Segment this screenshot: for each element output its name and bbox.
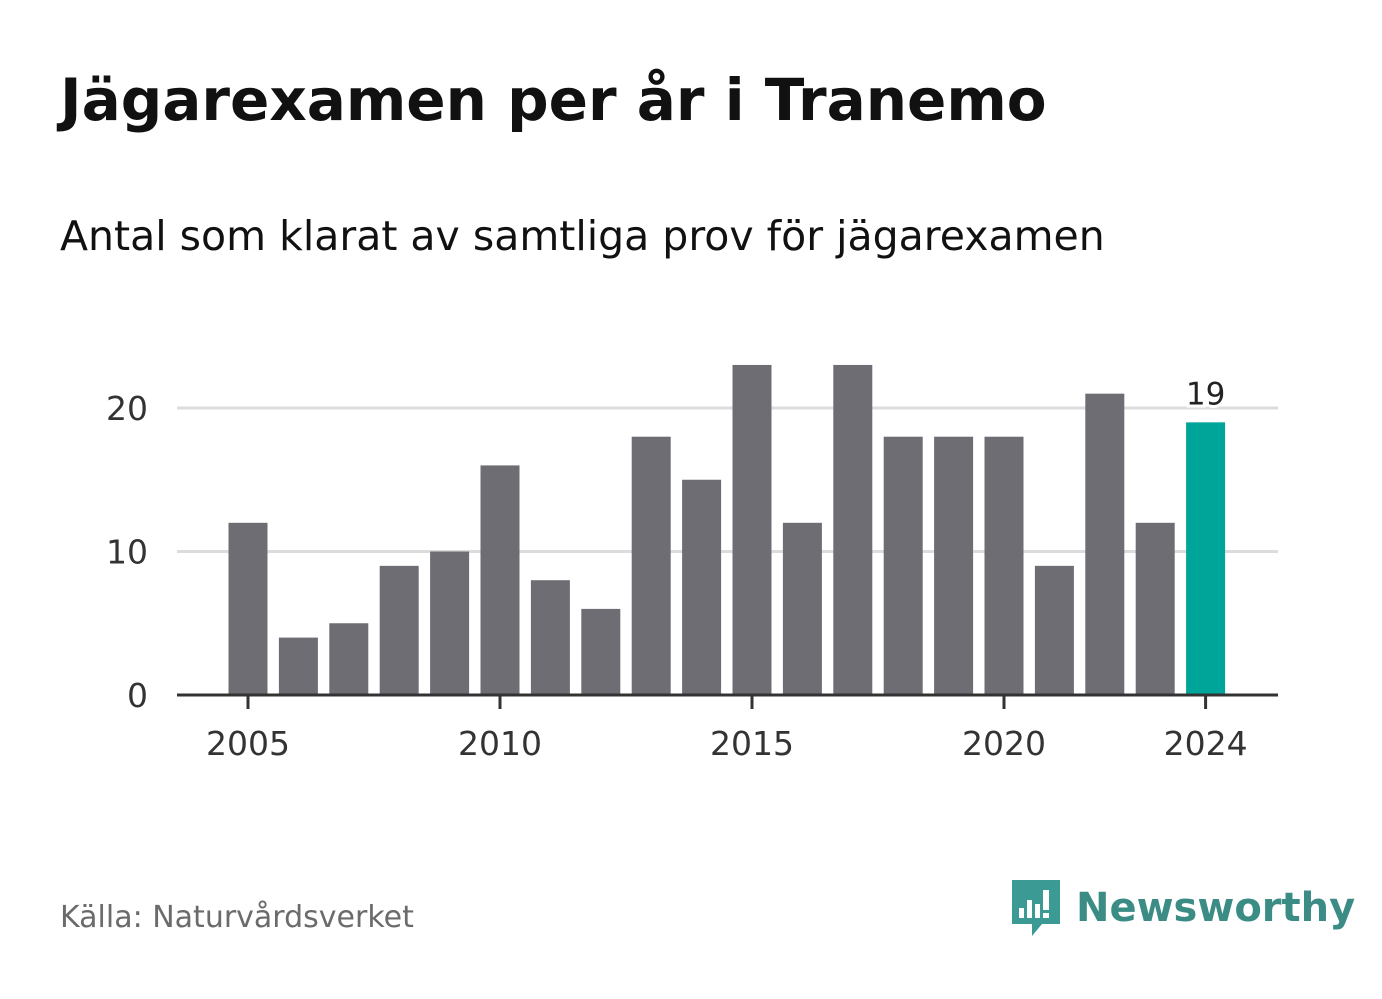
- bar-2012: [581, 608, 621, 695]
- bar-2008: [379, 565, 419, 695]
- bar-2021: [1034, 565, 1074, 695]
- x-tick-label: 2005: [206, 724, 290, 763]
- x-tick-label: 2015: [710, 724, 794, 763]
- newsworthy-logo-icon: [1012, 880, 1060, 936]
- bar-2010: [480, 465, 520, 695]
- bar-2024: [1186, 422, 1226, 695]
- bar-2022: [1085, 393, 1125, 695]
- y-tick-labels: 0 10 20: [106, 389, 148, 715]
- bar-2014: [682, 479, 722, 695]
- x-tick-labels: 2005 2010 2015 2020 2024: [206, 724, 1248, 763]
- bars: [228, 364, 1226, 695]
- y-tick-label: 10: [106, 533, 148, 572]
- bar-2011: [530, 580, 570, 695]
- data-labels: 19: [1183, 373, 1228, 415]
- brand-name: Newsworthy: [1076, 885, 1356, 931]
- bar-2006: [278, 637, 318, 695]
- bar-2018: [883, 436, 923, 695]
- bar-2009: [430, 551, 470, 695]
- x-tick-label: 2020: [962, 724, 1046, 763]
- bar-2023: [1135, 522, 1175, 695]
- y-tick-label: 20: [106, 389, 148, 428]
- bar-2016: [782, 522, 822, 695]
- bar-2005: [228, 522, 268, 695]
- bar-2007: [329, 623, 369, 695]
- y-tick-label: 0: [127, 676, 148, 715]
- bar-2015: [732, 364, 772, 695]
- bar-2017: [833, 364, 873, 695]
- source-note: Källa: Naturvårdsverket: [60, 900, 414, 935]
- x-tick-label: 2024: [1164, 724, 1248, 763]
- bar-2013: [631, 436, 671, 695]
- chart-title: Jägarexamen per år i Tranemo: [60, 66, 1047, 134]
- x-tick-label: 2010: [458, 724, 542, 763]
- brand-logo: Newsworthy: [1010, 878, 1355, 938]
- chart-subtitle: Antal som klarat av samtliga prov för jä…: [60, 212, 1105, 260]
- bar-2020: [984, 436, 1024, 695]
- x-axis: [177, 693, 1278, 709]
- bar-2019: [934, 436, 974, 695]
- data-label-2024: 19: [1186, 376, 1225, 412]
